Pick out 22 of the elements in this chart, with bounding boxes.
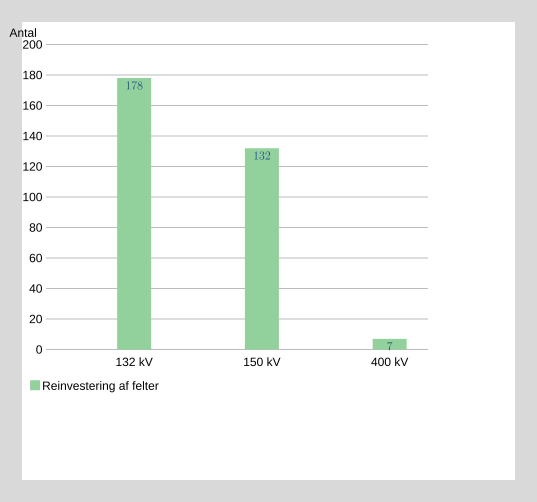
x-tick-label: 132 kV xyxy=(116,357,153,366)
y-tick-label: 60 xyxy=(30,254,42,262)
y-tick-label: 100 xyxy=(23,192,42,202)
y-tick-label: 160 xyxy=(23,101,42,110)
x-tick-label: 150 kV xyxy=(244,357,281,366)
bar xyxy=(117,78,152,350)
y-tick-label: 0 xyxy=(36,345,42,354)
data-label: 132 xyxy=(254,151,270,160)
data-label: 178 xyxy=(126,81,142,90)
y-axis-title: Antal xyxy=(9,28,36,37)
legend-label: Reinvestering af felter xyxy=(43,381,159,392)
bar xyxy=(372,338,407,350)
y-tick-label: 40 xyxy=(29,284,42,293)
y-tick-label: 80 xyxy=(30,223,42,232)
y-tick-label: 180 xyxy=(23,70,42,80)
data-label: 7 xyxy=(387,342,392,350)
x-tick-label: 400 kV xyxy=(371,357,408,366)
bar xyxy=(244,148,279,350)
y-tick-label: 200 xyxy=(23,40,42,49)
y-tick-label: 120 xyxy=(23,162,42,171)
y-tick-label: 140 xyxy=(23,132,42,140)
y-tick-label: 20 xyxy=(30,314,42,324)
